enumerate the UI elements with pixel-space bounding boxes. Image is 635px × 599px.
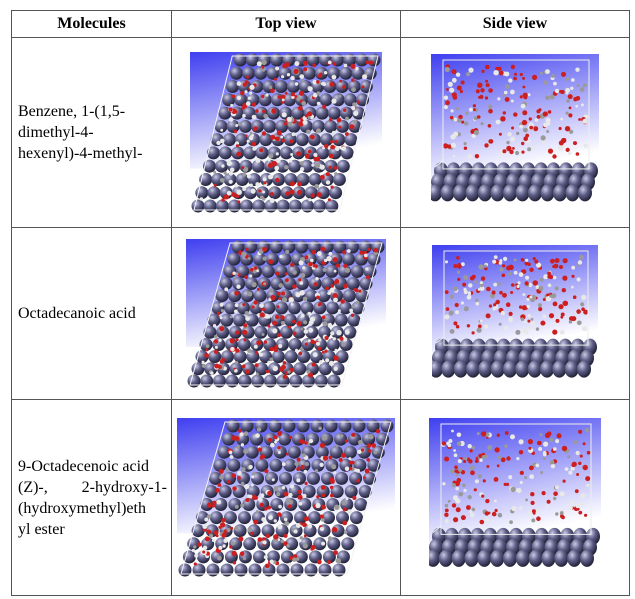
table-row: 9-Octadecenoic acid (Z)-, 2-hydroxy-1- (…	[11, 399, 630, 596]
molecule-name: Benzene, 1-(1,5- dimethyl-4- hexenyl)-4-…	[11, 37, 172, 228]
header-top-view: Top view	[171, 10, 401, 38]
side-view-render	[429, 417, 601, 567]
header-molecules: Molecules	[11, 10, 172, 38]
top-view-image	[171, 37, 401, 228]
side-view-image	[400, 37, 630, 228]
molecule-name: Octadecanoic acid	[11, 227, 172, 400]
top-view-render	[177, 417, 395, 576]
header-side-view: Side view	[400, 10, 630, 38]
side-view-render	[431, 53, 599, 201]
top-view-render	[186, 238, 386, 387]
side-view-image	[400, 399, 630, 596]
table-row: Benzene, 1-(1,5- dimethyl-4- hexenyl)-4-…	[11, 37, 630, 228]
molecule-name: 9-Octadecenoic acid (Z)-, 2-hydroxy-1- (…	[11, 399, 172, 596]
side-view-render	[432, 244, 598, 378]
top-view-image	[171, 399, 401, 596]
molecule-table: Molecules Top view Side view Benzene, 1-…	[11, 10, 630, 596]
table-row: Octadecanoic acid	[11, 227, 630, 400]
top-view-image	[171, 227, 401, 400]
header-row: Molecules Top view Side view	[11, 10, 630, 38]
side-view-image	[400, 227, 630, 400]
top-view-render	[190, 51, 382, 212]
